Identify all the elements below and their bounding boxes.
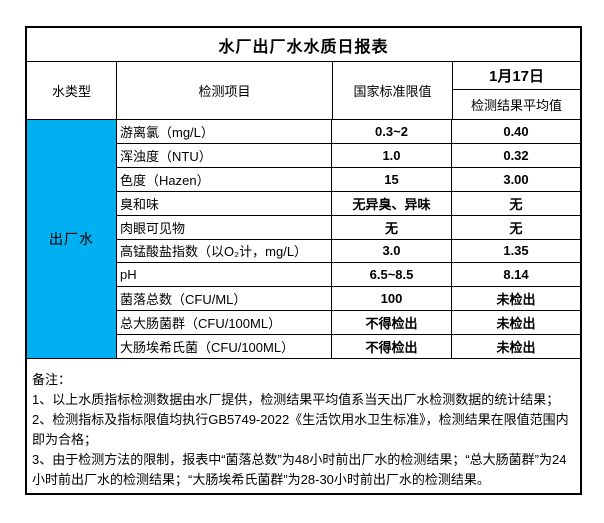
- result-cell: 无: [509, 220, 523, 236]
- standard-cell: 不得检出: [332, 335, 452, 359]
- result-cell: 0.32: [503, 147, 529, 163]
- table-row: 肉眼可见物 无 无: [117, 215, 580, 240]
- test-item-cell: 高锰酸盐指数（以O₂计，mg/L）: [117, 239, 332, 263]
- standard-cell: 无异臭、异味: [332, 191, 452, 215]
- test-item-cell: 臭和味: [117, 191, 332, 215]
- header-national-standard: 国家标准限值: [333, 62, 453, 119]
- header-water-type: 水类型: [27, 62, 117, 119]
- result-cell: 3.00: [503, 171, 529, 187]
- test-item-cell: 总大肠菌群（CFU/100ML）: [117, 311, 332, 335]
- test-item-cell: 色度（Hazen）: [117, 167, 332, 191]
- table-row: 色度（Hazen） 15 3.00: [117, 167, 580, 192]
- result-cell: 未检出: [496, 340, 536, 356]
- table-row: 菌落总数（CFU/ML） 100 未检出: [117, 287, 580, 312]
- table-row: 臭和味 无异臭、异味 无: [117, 191, 580, 216]
- table-row: 大肠埃希氏菌（CFU/100ML） 不得检出 未检出: [117, 335, 580, 359]
- test-item-cell: 大肠埃希氏菌（CFU/100ML）: [117, 335, 332, 359]
- table-row: 浑浊度（NTU） 1.0 0.32: [117, 143, 580, 168]
- standard-cell: 3.0: [332, 239, 452, 263]
- standard-cell: 100: [332, 287, 452, 311]
- note-item-1: 1、以上水质指标检测数据由水厂提供，检测结果平均值系当天出厂水检测数据的统计结果…: [32, 392, 560, 407]
- result-cell: 未检出: [496, 316, 536, 332]
- header-avg-result: 检测结果平均值: [470, 98, 562, 113]
- test-item-cell: 浑浊度（NTU）: [117, 143, 332, 167]
- report-title: 水厂出厂水水质日报表: [27, 28, 580, 62]
- result-cell: 0.40: [503, 123, 529, 139]
- test-item-cell: 肉眼可见物: [117, 215, 332, 239]
- note-item-2: 2、检测指标及指标限值均执行GB5749-2022《生活饮用水卫生标准》，检测结…: [32, 412, 569, 447]
- test-item-cell: 菌落总数（CFU/ML）: [117, 287, 332, 311]
- test-item-cell: 游离氯（mg/L）: [117, 120, 332, 143]
- table-row: 高锰酸盐指数（以O₂计，mg/L） 3.0 1.35: [117, 239, 580, 264]
- standard-cell: 0.3~2: [332, 120, 452, 143]
- standard-cell: 6.5~8.5: [332, 263, 452, 287]
- water-quality-daily-report: 水厂出厂水水质日报表 水类型 检测项目 国家标准限值 1月17日 检测结果平均值…: [25, 26, 582, 495]
- table-row: pH 6.5~8.5 8.14: [117, 263, 580, 288]
- result-cell: 未检出: [496, 292, 536, 308]
- notes-label: 备注：: [32, 372, 72, 387]
- table-row: 总大肠菌群（CFU/100ML） 不得检出 未检出: [117, 311, 580, 336]
- table-body: 出厂水 游离氯（mg/L） 0.3~2 0.40 浑浊度（NTU） 1.0 0.…: [27, 120, 580, 359]
- standard-cell: 不得检出: [332, 311, 452, 335]
- data-rows: 游离氯（mg/L） 0.3~2 0.40 浑浊度（NTU） 1.0 0.32 色…: [117, 120, 580, 359]
- note-item-3: 3、由于检测方法的限制，报表中“菌落总数”为48小时前出厂水的检测结果；“总大肠…: [32, 452, 567, 487]
- result-cell: 1.35: [503, 243, 529, 259]
- standard-cell: 无: [332, 215, 452, 239]
- header-test-item: 检测项目: [117, 62, 333, 119]
- header-date-group: 1月17日 检测结果平均值: [453, 62, 580, 119]
- result-cell: 无: [509, 196, 523, 212]
- standard-cell: 15: [332, 167, 452, 191]
- water-type-cell: 出厂水: [27, 120, 117, 358]
- result-cell: 8.14: [503, 267, 529, 283]
- standard-cell: 1.0: [332, 143, 452, 167]
- header-date: 1月17日: [453, 62, 580, 90]
- notes-section: 备注： 1、以上水质指标检测数据由水厂提供，检测结果平均值系当天出厂水检测数据的…: [27, 359, 580, 493]
- table-header: 水类型 检测项目 国家标准限值 1月17日 检测结果平均值: [27, 62, 580, 120]
- test-item-cell: pH: [117, 263, 332, 287]
- table-row: 游离氯（mg/L） 0.3~2 0.40: [117, 120, 580, 144]
